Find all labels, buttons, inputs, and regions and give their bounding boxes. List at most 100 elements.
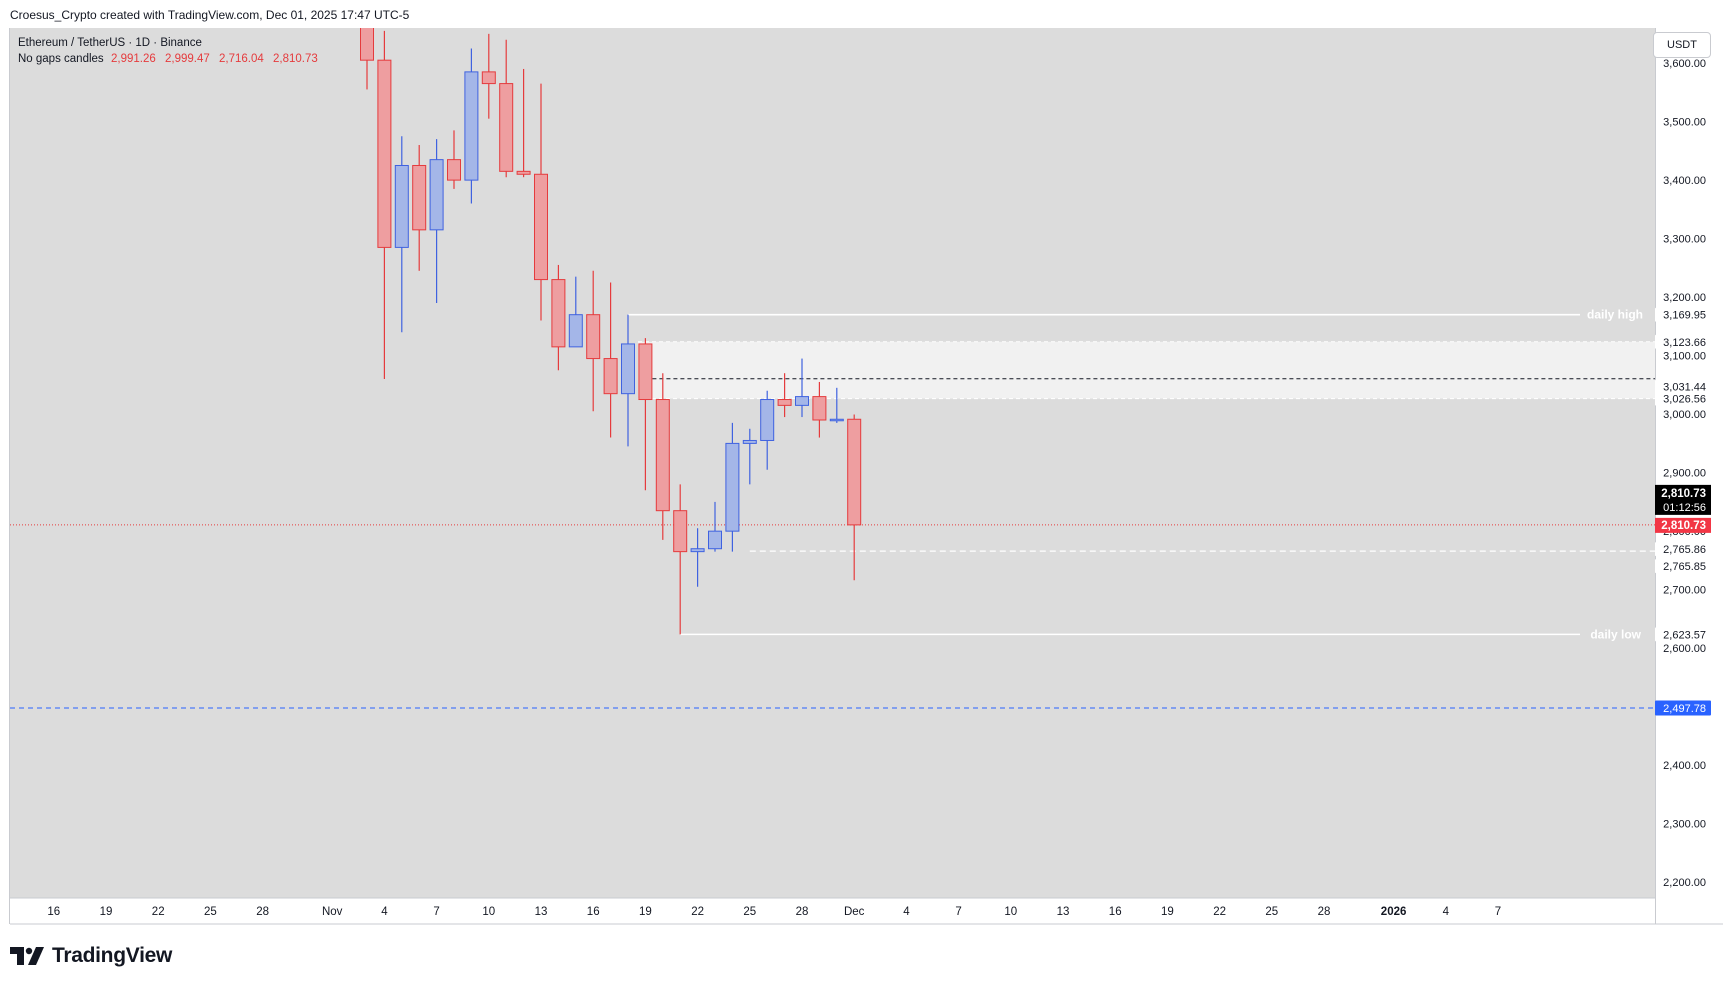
x-tick-label: Dec — [844, 906, 865, 918]
candle-2025-11-11[interactable] — [499, 39, 514, 178]
candle-2025-11-14[interactable] — [551, 264, 566, 371]
candle-2025-11-22[interactable] — [690, 528, 705, 587]
daily-high-price-tag-text: 3,169.95 — [1663, 310, 1706, 322]
candle-2025-11-24[interactable] — [725, 422, 740, 552]
symbol-title[interactable]: Ethereum / TetherUS · 1D · Binance — [18, 37, 202, 49]
candle-body — [516, 170, 531, 175]
daily-low-price-tag[interactable]: 2,623.57 — [1655, 627, 1711, 642]
x-tick-label: 22 — [1213, 906, 1226, 918]
candle-2025-11-12[interactable] — [516, 68, 531, 178]
x-tick-label: 28 — [256, 906, 269, 918]
x-tick-label: 19 — [1161, 906, 1174, 918]
x-tick-label: 2026 — [1381, 906, 1407, 918]
candle-2025-11-16[interactable] — [586, 270, 601, 412]
x-tick-label: 4 — [381, 906, 388, 918]
y-tick-label: 3,400.00 — [1663, 175, 1706, 187]
candle-body — [464, 71, 479, 181]
y-tick-label: 3,500.00 — [1663, 117, 1706, 129]
blue-level-price-tag[interactable]: 2,497.78 — [1655, 700, 1711, 716]
candle-2025-11-29[interactable] — [812, 381, 827, 438]
zone-mid-price-tag-text: 3,031.44 — [1663, 382, 1706, 394]
tradingview-logo[interactable]: TradingView — [10, 941, 172, 971]
x-tick-label: 19 — [639, 906, 652, 918]
indicator-name[interactable]: No gaps candles — [18, 53, 104, 65]
candle-body — [655, 399, 670, 512]
candle-2025-11-26[interactable] — [760, 390, 775, 470]
candle-body — [638, 343, 653, 401]
y-tick-label: 2,400.00 — [1663, 760, 1706, 772]
candle-2025-11-27[interactable] — [777, 373, 792, 418]
candle-body — [795, 396, 809, 406]
zone-top-price-tag[interactable]: 3,123.66 — [1655, 334, 1711, 349]
gap-price-tag-text: 2,765.86 — [1663, 544, 1706, 556]
last-price-red-text: 2,810.73 — [1661, 520, 1706, 532]
candle-body — [429, 159, 444, 231]
ohlc-close: 2,810.73 — [273, 53, 318, 65]
candle-body — [760, 399, 775, 441]
last-price-text: 2,810.73 — [1661, 488, 1706, 500]
currency-button[interactable]: USDT — [1653, 32, 1711, 58]
daily-low-price-tag-bg — [1655, 627, 1711, 642]
daily-high-price-tag-bg — [1655, 307, 1711, 322]
candle-body — [777, 399, 792, 406]
y-tick-label: 2,600.00 — [1663, 643, 1706, 655]
candle-body — [412, 164, 427, 231]
candle-2025-11-30[interactable] — [829, 387, 844, 423]
candle-body — [447, 159, 461, 181]
candle-2025-11-20[interactable] — [655, 373, 670, 540]
candle-2025-11-09[interactable] — [464, 48, 479, 204]
candle-2025-11-08[interactable] — [447, 130, 461, 189]
candle-body — [847, 418, 862, 526]
candle-2025-11-17[interactable] — [603, 282, 618, 438]
candle-2025-11-07[interactable] — [429, 139, 444, 303]
tradingview-logo-text: TradingView — [52, 944, 173, 967]
y-tick-label: 3,000.00 — [1663, 409, 1706, 421]
zone-mid-price-tag-bg — [1655, 379, 1711, 394]
candle-2025-11-25[interactable] — [742, 428, 757, 485]
candle-2025-11-05[interactable] — [394, 136, 409, 333]
x-tick-label: 7 — [955, 906, 961, 918]
candle-2025-11-13[interactable] — [534, 83, 548, 321]
y-tick-label: 2,200.00 — [1663, 877, 1706, 889]
supply-zone[interactable] — [638, 341, 1655, 399]
x-tick-label: 13 — [1057, 906, 1070, 918]
candle-2025-11-04[interactable] — [377, 30, 392, 380]
plot-background — [10, 28, 1655, 898]
zone-top-price-tag-bg — [1655, 334, 1711, 349]
x-tick-label: 22 — [691, 906, 704, 918]
blue-level-price-tag-text: 2,497.78 — [1663, 703, 1706, 715]
candle-2025-11-28[interactable] — [795, 358, 809, 418]
candle-body — [394, 164, 409, 248]
candle-body — [603, 358, 618, 395]
gap-price-tag[interactable]: 2,765.86 — [1655, 542, 1711, 557]
candle-2025-11-19[interactable] — [638, 338, 653, 491]
gap-low-price-tag[interactable]: 2,765.85 — [1655, 559, 1711, 574]
x-tick-label: 28 — [796, 906, 809, 918]
candle-body — [534, 173, 548, 281]
zone-bottom-price-tag[interactable]: 3,026.56 — [1655, 391, 1711, 406]
daily-high-price-tag[interactable]: 3,169.95 — [1655, 307, 1711, 322]
gap-low-price-tag-bg — [1655, 559, 1711, 574]
candle-body — [568, 314, 583, 348]
daily-low-price-tag-text: 2,623.57 — [1663, 629, 1706, 641]
y-tick-label: 3,200.00 — [1663, 292, 1706, 304]
x-tick-label: 16 — [587, 906, 600, 918]
last-price-tag[interactable]: 2,810.73 01:12:56 2,810.73 — [1655, 484, 1711, 533]
daily-high-label: daily high — [1587, 308, 1643, 322]
candle-2025-11-06[interactable] — [412, 145, 427, 271]
y-tick-label: 2,300.00 — [1663, 819, 1706, 831]
candle-2025-11-15[interactable] — [568, 276, 583, 348]
zone-mid-price-tag[interactable]: 3,031.44 — [1655, 379, 1711, 394]
price-axis[interactable] — [1656, 28, 1723, 898]
time-axis[interactable] — [10, 898, 1655, 924]
candle-2025-11-23[interactable] — [708, 501, 722, 552]
gap-price-tag-bg — [1655, 542, 1711, 557]
candle-body — [377, 59, 392, 248]
candle-2025-12-01[interactable] — [847, 414, 862, 581]
x-tick-label: 7 — [1495, 906, 1501, 918]
candle-2025-11-21[interactable] — [673, 484, 688, 635]
candle-2025-11-10[interactable] — [481, 33, 496, 119]
candle-2025-11-18[interactable] — [621, 314, 635, 447]
y-tick-label: 3,600.00 — [1663, 58, 1706, 70]
